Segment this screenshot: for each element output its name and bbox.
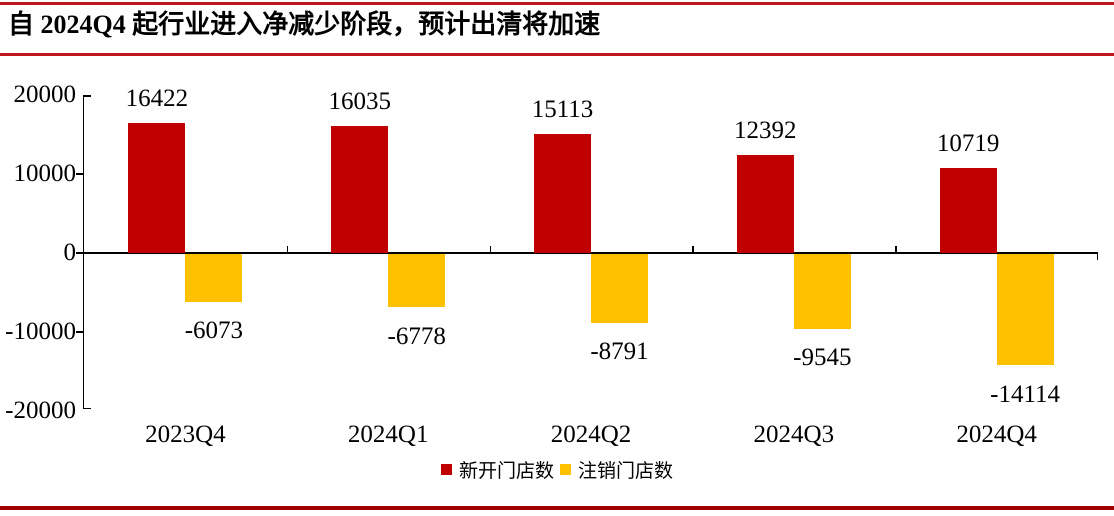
bar-closed-2024Q4 bbox=[996, 253, 1054, 366]
title-separator-rule bbox=[0, 53, 1114, 56]
x-tick-label-2024Q2: 2024Q2 bbox=[550, 421, 632, 448]
bar-closed-2024Q3 bbox=[793, 253, 851, 330]
y-axis-cap-bottom bbox=[84, 407, 91, 409]
x-tick-label-2024Q4: 2024Q4 bbox=[956, 421, 1037, 448]
y-axis-line bbox=[82, 95, 84, 409]
bar-open-2024Q2 bbox=[534, 133, 591, 253]
bar-open-2023Q4 bbox=[128, 123, 186, 253]
bar-label-closed-2024Q4: -14114 bbox=[990, 380, 1061, 408]
x-tick-4 bbox=[895, 246, 897, 253]
bar-label-closed-2024Q2: -8791 bbox=[590, 338, 649, 366]
y-axis-cap-top bbox=[84, 95, 91, 97]
y-tick-label-0: 0 bbox=[63, 239, 77, 266]
y-tick-label--10000: -10000 bbox=[5, 318, 76, 345]
bar-open-2024Q3 bbox=[736, 155, 794, 253]
bar-label-open-2024Q3: 12392 bbox=[734, 117, 797, 145]
bar-closed-2024Q1 bbox=[388, 253, 446, 308]
bar-label-open-2024Q1: 16035 bbox=[328, 88, 391, 116]
bar-label-open-2024Q2: 15113 bbox=[531, 95, 594, 123]
bar-closed-2023Q4 bbox=[185, 253, 243, 302]
x-axis-zero-line bbox=[82, 252, 1098, 254]
bar-label-closed-2024Q3: -9545 bbox=[793, 344, 852, 372]
x-tick-3 bbox=[692, 246, 694, 253]
bar-closed-2024Q2 bbox=[591, 253, 648, 324]
bar-label-closed-2023Q4: -6073 bbox=[184, 316, 244, 344]
legend-swatch-closed bbox=[560, 463, 571, 475]
legend-item-closed-stores: 注销门店数 bbox=[560, 456, 673, 483]
chart-legend: 新开门店数 注销门店数 bbox=[0, 455, 1114, 483]
x-tick-end bbox=[1096, 253, 1098, 260]
y-tick-label-20000: 20000 bbox=[13, 81, 77, 108]
y-tick--10000 bbox=[76, 331, 83, 333]
x-tick-1 bbox=[286, 246, 289, 253]
bar-open-2024Q1 bbox=[331, 126, 389, 253]
y-tick-0 bbox=[76, 252, 83, 254]
page-title: 自 2024Q4 起行业进入净减少阶段，预计出清将加速 bbox=[8, 10, 601, 39]
bar-label-closed-2024Q1: -6778 bbox=[387, 322, 446, 350]
legend-item-open-stores: 新开门店数 bbox=[440, 456, 554, 483]
x-tick-2 bbox=[489, 246, 492, 253]
x-tick-label-2024Q3: 2024Q3 bbox=[753, 421, 835, 448]
y-tick-label-10000: 10000 bbox=[13, 160, 77, 187]
bar-open-2024Q4 bbox=[939, 168, 997, 253]
y-tick-label--20000: -20000 bbox=[5, 397, 76, 424]
legend-swatch-open bbox=[440, 463, 452, 475]
top-rule bbox=[0, 2, 1114, 5]
bar-label-open-2024Q4: 10719 bbox=[936, 130, 1000, 158]
legend-label-open: 新开门店数 bbox=[458, 460, 554, 482]
bottom-rule bbox=[0, 506, 1114, 510]
bar-label-open-2023Q4: 16422 bbox=[125, 85, 189, 113]
y-tick-10000 bbox=[76, 173, 83, 175]
x-tick-label-2023Q4: 2023Q4 bbox=[145, 421, 226, 448]
x-tick-label-2024Q1: 2024Q1 bbox=[347, 421, 429, 448]
legend-label-closed: 注销门店数 bbox=[578, 460, 674, 482]
